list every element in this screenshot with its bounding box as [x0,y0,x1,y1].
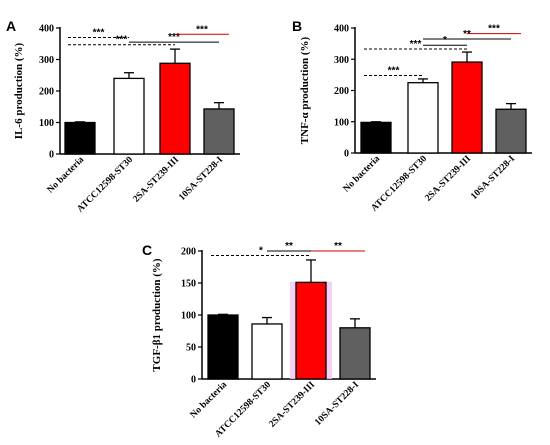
y-tick-label: 200 [334,86,349,97]
category-label: 10SA-ST228-I [469,154,517,202]
y-tick-label: 100 [334,117,349,128]
y-tick-label: 100 [39,118,54,129]
category-label: 10SA-ST228-I [177,155,225,203]
panel-a: A IL-6 production (%) 0 100 200 300 400 No bact… [6,18,240,215]
significance-label: * [259,245,263,256]
bar-2 [407,82,439,154]
y-tick-label: 300 [39,55,54,66]
panel-letter: C [142,242,152,258]
y-tick-label: 0 [191,375,196,386]
category-label: No bacteria [189,380,230,421]
bar-3 [451,61,483,154]
bar-4 [495,108,527,154]
bar-1 [207,314,239,380]
bar-2 [113,77,145,155]
significance-label: *** [196,24,208,35]
y-tick-label: 0 [344,149,349,160]
bar-1 [360,121,392,154]
y-tick-label: 0 [49,150,54,161]
significance-label: ** [463,29,471,40]
y-axis-label: TNF-α production (%) [299,36,311,144]
significance-label: *** [93,27,105,38]
bar-2 [251,323,283,380]
bar-3 [295,281,327,380]
y-axis-label: TGF-β1 production (%) [151,258,163,371]
y-tick-label: 400 [39,24,54,35]
bar-4 [203,108,235,155]
y-tick-label: 300 [334,55,349,66]
panel-b: B TNF-α production (%) 0 100 200 300 400 No bac… [292,18,532,214]
category-label: 2SA-ST239-III [423,154,473,204]
bar-4 [339,327,371,380]
y-tick-label: 200 [39,87,54,98]
category-label: ATCC12598-ST30 [76,155,136,215]
bar-1 [64,121,96,155]
category-label: No bacteria [46,155,87,196]
category-label: 10SA-ST228-I [313,380,361,428]
significance-label: *** [116,35,128,46]
panel-letter: B [292,18,302,34]
category-label: No bacteria [342,154,383,195]
panel-letter: A [6,18,16,34]
significance-label: *** [410,39,422,50]
category-label: 2SA-ST239-III [267,380,317,430]
significance-label: ** [334,241,342,252]
y-tick-label: 400 [334,24,349,35]
y-tick-label: 100 [181,311,196,322]
y-tick-label: 200 [181,247,196,258]
category-label: 2SA-ST239-III [131,155,181,205]
significance-label: *** [168,32,180,43]
bar-3 [159,62,191,155]
significance-label: * [443,35,447,46]
significance-label: *** [388,66,400,77]
y-tick-label: 150 [181,279,196,290]
significance-label: *** [488,24,500,35]
significance-label: ** [285,241,293,252]
y-axis-label: IL-6 production (%) [13,42,25,139]
y-tick-label: 50 [186,343,196,354]
